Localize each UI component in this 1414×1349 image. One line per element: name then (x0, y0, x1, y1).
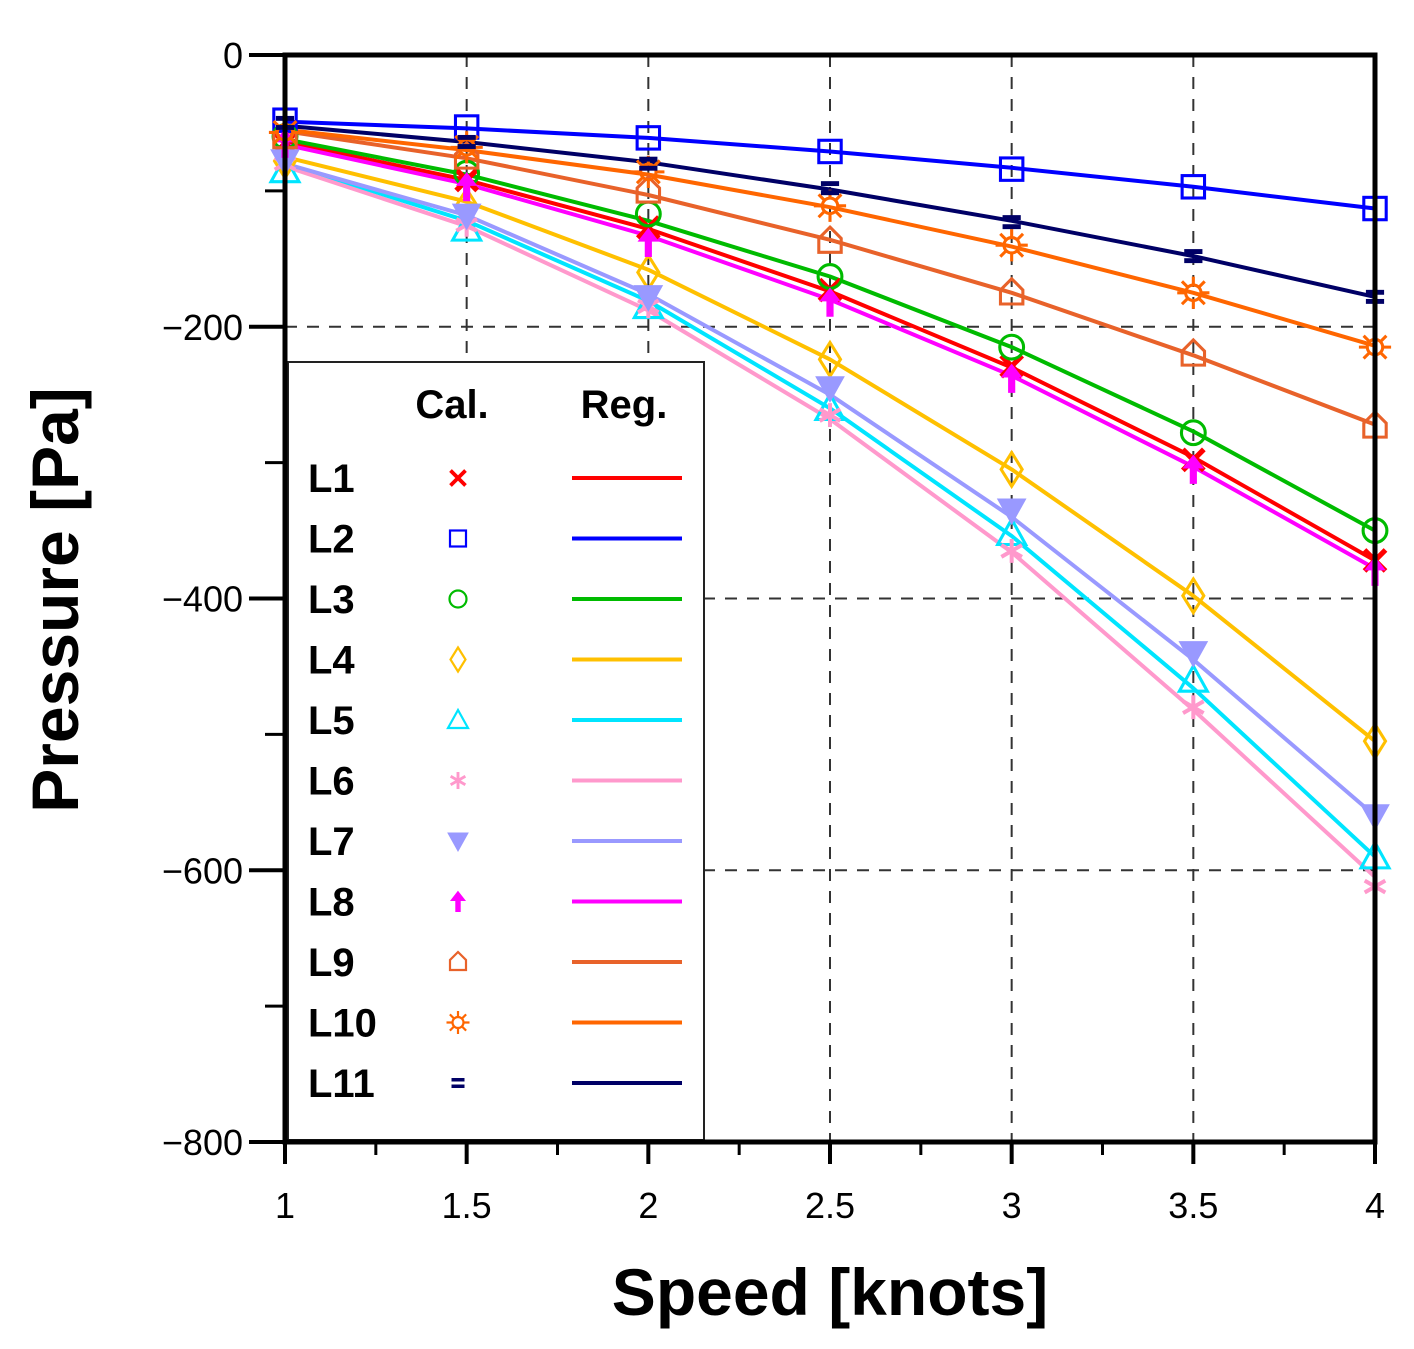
data-point-l7 (451, 203, 482, 231)
x-tick-label: 2 (638, 1185, 658, 1226)
x-tick-label: 3.5 (1168, 1185, 1218, 1226)
legend-marker-l9 (448, 950, 468, 972)
data-point-l9 (453, 140, 480, 170)
y-tick-label: −400 (162, 579, 243, 620)
legend-label-l3: L3 (308, 578, 355, 622)
data-point-l9 (1180, 337, 1207, 367)
legend-label-l5: L5 (308, 699, 355, 743)
x-tick-label: 1 (275, 1185, 295, 1226)
data-point-l7 (1178, 641, 1209, 668)
y-tick-label: 0 (223, 35, 243, 76)
data-point-l11 (820, 181, 840, 187)
data-point-l6 (818, 403, 842, 427)
data-point-l7 (815, 376, 845, 403)
data-point-l10-rays (1177, 276, 1210, 309)
x-tick-label: 4 (1365, 1185, 1385, 1226)
legend-marker-l10-rays (446, 1011, 470, 1034)
data-point-l10-rays (995, 229, 1028, 262)
series-l4 (284, 154, 1377, 743)
data-point-l2 (817, 138, 843, 165)
data-point-l11-lower (457, 144, 476, 149)
legend-marker-l7 (447, 832, 469, 853)
data-point-l11 (1184, 249, 1203, 254)
legend-label-l11: L11 (308, 1062, 375, 1106)
data-point-l2 (998, 156, 1025, 182)
legend-label-l6: L6 (308, 760, 355, 804)
series-line-l4 (284, 154, 1377, 743)
legend-box (287, 361, 705, 1141)
y-axis-title: Pressure [Pa] (18, 387, 92, 813)
y-tick-label: −600 (162, 850, 243, 891)
legend-marker-l11-lower (451, 1084, 465, 1088)
data-point-l9 (998, 276, 1025, 306)
legend-header-reg: Reg. (581, 383, 668, 427)
data-point-l3 (1179, 419, 1207, 447)
data-point-l9 (635, 174, 662, 204)
x-tick-labels: 1 1.5 2 2.5 3 3.5 4 (275, 1185, 1385, 1226)
data-point-l11-lower (1002, 224, 1021, 230)
data-point-l8 (455, 171, 478, 202)
data-point-l8 (1182, 454, 1205, 484)
series-line-l10 (284, 127, 1376, 348)
legend-label-l4: L4 (308, 639, 355, 683)
data-point-l1 (635, 215, 661, 240)
legend-marker-l5 (446, 707, 470, 730)
data-point-l7 (633, 285, 664, 312)
legend-label-l10: L10 (308, 1002, 377, 1046)
x-tick-label: 1.5 (442, 1185, 492, 1226)
legend-label-l9: L9 (308, 941, 355, 985)
legend-marker-l11 (451, 1078, 465, 1082)
data-point-l11-lower (1184, 258, 1203, 264)
legend: Cal. Reg. L1 L2 L3 L4 L5 L6 L7 L8 L9 L10 L11 (287, 361, 705, 1141)
legend-marker-l6 (449, 772, 467, 789)
legend-label-l1: L1 (308, 457, 355, 501)
data-point-l8 (637, 227, 660, 258)
data-point-l9 (817, 224, 843, 254)
legend-header-cal: Cal. (415, 383, 488, 427)
x-axis-title: Speed [knots] (612, 1255, 1048, 1329)
data-point-l11 (457, 134, 476, 140)
series-l10 (284, 127, 1376, 348)
legend-label-l8: L8 (308, 881, 355, 925)
data-point-l11-lower (820, 190, 840, 196)
legend-label-l2: L2 (308, 518, 355, 562)
legend-marker-l2 (448, 529, 468, 548)
data-point-l11-lower (639, 165, 658, 171)
data-point-l2 (1180, 174, 1207, 200)
data-point-l6 (1182, 695, 1205, 720)
data-point-l2 (635, 125, 662, 151)
y-tick-label: −800 (162, 1122, 243, 1163)
legend-marker-l1 (449, 469, 467, 487)
data-point-l11 (1002, 215, 1021, 221)
series-layer (268, 107, 1392, 899)
data-point-l4 (1181, 576, 1206, 616)
legend-marker-l3 (448, 589, 468, 609)
data-point-l8 (1000, 363, 1023, 393)
data-point-l11 (639, 156, 658, 162)
data-point-l3 (998, 333, 1026, 361)
data-point-l5 (1176, 662, 1210, 693)
series-line-l2 (284, 119, 1376, 211)
data-point-l8 (819, 287, 841, 317)
legend-label-l7: L7 (308, 820, 355, 864)
y-tick-labels: 0 −200 −400 −600 −800 (162, 35, 243, 1163)
x-tick-label: 2.5 (805, 1185, 855, 1226)
data-point-l4 (999, 449, 1024, 490)
y-tick-label: −200 (162, 307, 243, 348)
x-tick-label: 3 (1002, 1185, 1022, 1226)
legend-marker-l8 (449, 890, 467, 912)
legend-marker-l4 (449, 645, 467, 674)
data-point-l4 (817, 339, 843, 380)
series-l2 (284, 119, 1376, 211)
data-point-l7 (996, 498, 1027, 526)
axis-ticks (249, 53, 1377, 1164)
data-point-l6 (1000, 539, 1023, 563)
